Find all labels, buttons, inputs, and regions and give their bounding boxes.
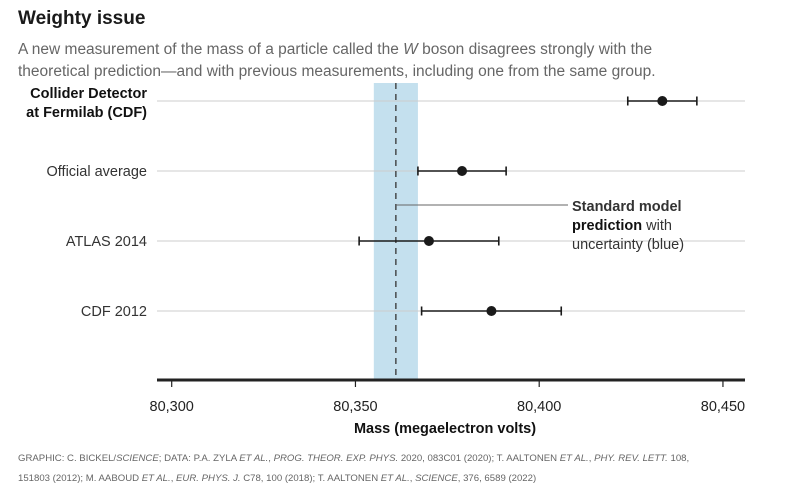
category-label: ATLAS 2014 <box>66 234 147 250</box>
credit-2d: EUR. PHYS. J. <box>176 473 241 484</box>
credit-1d: ET AL. <box>239 453 269 464</box>
annotation-line-2: prediction with <box>572 218 672 234</box>
credit-line-1: GRAPHIC: C. BICKEL/SCIENCE; DATA: P.A. Z… <box>18 449 758 469</box>
x-tick-label: 80,400 <box>517 399 561 415</box>
subtitle-text-2: boson disagrees strongly with the theore… <box>18 41 656 80</box>
credit-1g: 2020, 083C01 (2020); T. AALTONEN <box>398 453 560 464</box>
category-label: CDF 2012 <box>81 304 147 320</box>
category-label: Collider Detector <box>30 86 147 102</box>
chart-svg: Standard model prediction with uncertainty… <box>26 83 745 437</box>
credit-2e: C78, 100 (2018); T. AALTONEN <box>240 473 381 484</box>
category-label: at Fermilab (CDF) <box>26 105 147 121</box>
credit-1f: PROG. THEOR. EXP. PHYS. <box>273 453 399 464</box>
annotation-line-3: uncertainty (blue) <box>572 237 684 253</box>
credit-2b: ET AL. <box>141 473 171 484</box>
x-tick-label: 80,300 <box>150 399 194 415</box>
credit-line-2: 151803 (2012); M. AABOUD ET AL., EUR. PH… <box>18 469 758 489</box>
annotation-normal: with <box>642 218 672 234</box>
credit-2a: 151803 (2012); M. AABOUD <box>18 473 142 484</box>
annotation-line-1: Standard model <box>572 199 682 215</box>
subtitle-italic: W <box>403 41 418 58</box>
credits: GRAPHIC: C. BICKEL/SCIENCE; DATA: P.A. Z… <box>18 449 758 489</box>
chart-subtitle: A new measurement of the mass of a parti… <box>18 39 698 83</box>
data-point <box>423 236 434 246</box>
x-tick-label: 80,450 <box>701 399 745 415</box>
chart-title: Weighty issue <box>18 8 146 29</box>
annotation-bold: prediction <box>572 218 642 234</box>
credit-1h: ET AL. <box>559 453 589 464</box>
credit-1c: ; DATA: P.A. ZYLA <box>158 453 240 464</box>
credit-1b: SCIENCE <box>116 453 159 464</box>
data-point <box>457 166 468 176</box>
credit-1e: , <box>268 453 274 464</box>
x-tick-label: 80,350 <box>333 399 377 415</box>
data-point <box>486 306 497 316</box>
credit-1k: 108, <box>667 453 690 464</box>
category-label: Official average <box>47 164 147 180</box>
credit-1a: GRAPHIC: C. BICKEL/ <box>18 453 117 464</box>
credit-2h: SCIENCE <box>415 473 458 484</box>
credit-1j: PHY. REV. LETT. <box>594 453 668 464</box>
credit-2i: , 376, 6589 (2022) <box>457 473 537 484</box>
data-point <box>657 96 668 106</box>
subtitle-text-1: A new measurement of the mass of a parti… <box>18 41 404 58</box>
credit-2f: ET AL. <box>380 473 410 484</box>
credit-2c: , <box>170 473 177 484</box>
x-axis-title: Mass (megaelectron volts) <box>354 421 536 437</box>
credit-1i: , <box>588 453 595 464</box>
credit-2g: , <box>409 473 416 484</box>
